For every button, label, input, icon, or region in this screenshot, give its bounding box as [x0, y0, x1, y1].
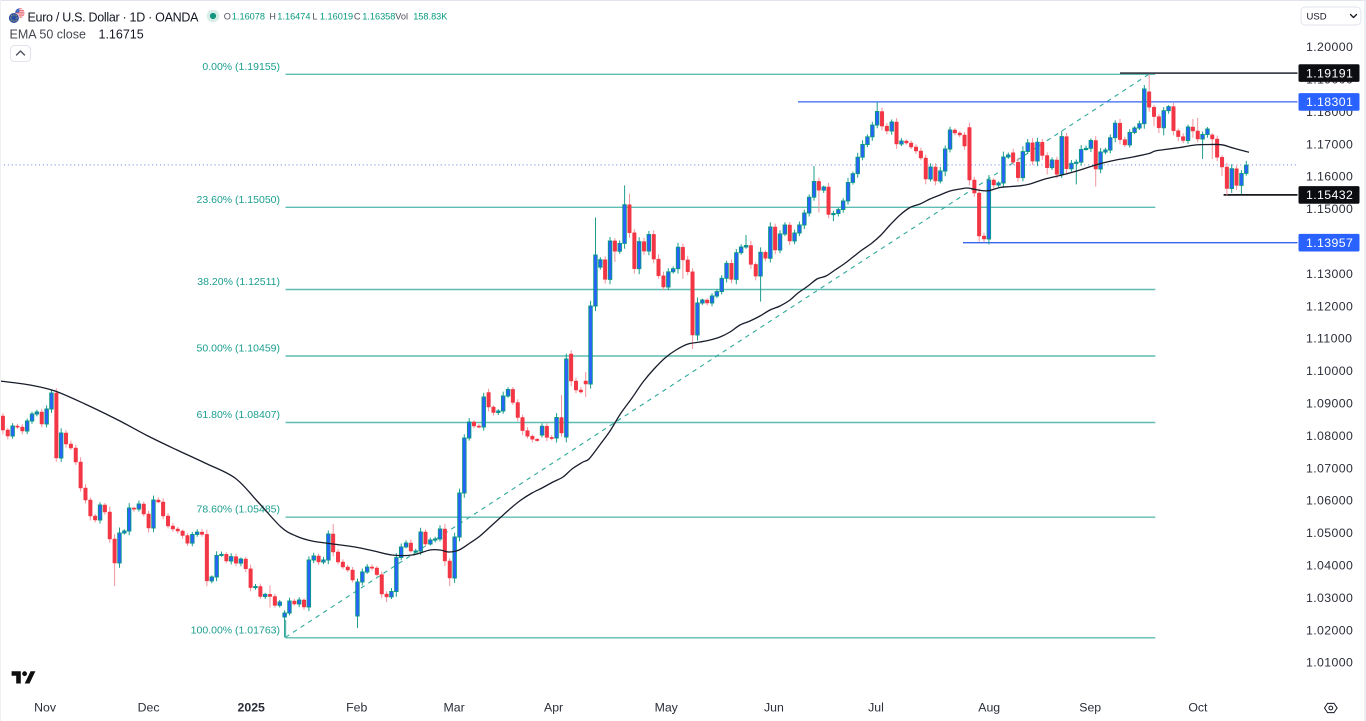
- svg-text:1.16358: 1.16358: [362, 11, 395, 21]
- svg-text:1.05000: 1.05000: [1306, 526, 1353, 540]
- svg-text:Oct: Oct: [1188, 701, 1208, 715]
- svg-text:1.16715: 1.16715: [99, 28, 144, 42]
- svg-text:23.60% (1.15050): 23.60% (1.15050): [197, 194, 280, 206]
- svg-text:1.19191: 1.19191: [1306, 66, 1353, 80]
- svg-text:158.83K: 158.83K: [413, 11, 448, 21]
- svg-text:38.20% (1.12511): 38.20% (1.12511): [197, 276, 280, 288]
- svg-text:Mar: Mar: [444, 701, 465, 715]
- svg-text:Jul: Jul: [868, 701, 884, 715]
- svg-text:1.16000: 1.16000: [1306, 170, 1353, 184]
- svg-text:1.16474: 1.16474: [277, 11, 310, 21]
- svg-text:1.16019: 1.16019: [320, 11, 353, 21]
- svg-text:1.10000: 1.10000: [1306, 364, 1353, 378]
- svg-text:1.11000: 1.11000: [1306, 332, 1352, 346]
- svg-text:1.17000: 1.17000: [1306, 137, 1353, 151]
- svg-text:1.16078: 1.16078: [232, 11, 265, 21]
- svg-text:Dec: Dec: [138, 701, 160, 715]
- svg-text:1.02000: 1.02000: [1306, 623, 1353, 637]
- svg-text:C: C: [354, 11, 361, 21]
- svg-text:Apr: Apr: [544, 701, 563, 715]
- svg-text:Sep: Sep: [1079, 701, 1101, 715]
- svg-text:0.00% (1.19155): 0.00% (1.19155): [202, 61, 280, 73]
- svg-text:1.12000: 1.12000: [1306, 299, 1353, 313]
- svg-text:Vol: Vol: [395, 11, 408, 21]
- svg-text:USD: USD: [1307, 12, 1327, 23]
- svg-text:Jun: Jun: [764, 701, 784, 715]
- svg-text:1.06000: 1.06000: [1306, 494, 1353, 508]
- svg-text:1.08000: 1.08000: [1306, 429, 1353, 443]
- svg-text:O: O: [224, 11, 231, 21]
- svg-text:1.03000: 1.03000: [1306, 591, 1353, 605]
- svg-text:1.13957: 1.13957: [1306, 236, 1353, 250]
- svg-text:1.09000: 1.09000: [1306, 397, 1353, 411]
- svg-text:1.04000: 1.04000: [1306, 559, 1353, 573]
- svg-text:Feb: Feb: [346, 701, 367, 715]
- svg-text:1.18301: 1.18301: [1306, 95, 1353, 109]
- svg-text:EMA 50 close: EMA 50 close: [10, 28, 86, 42]
- svg-text:1.01000: 1.01000: [1306, 656, 1353, 670]
- svg-text:Nov: Nov: [34, 701, 57, 715]
- svg-text:1.07000: 1.07000: [1306, 461, 1353, 475]
- svg-text:50.00% (1.10459): 50.00% (1.10459): [197, 343, 280, 355]
- svg-text:61.80% (1.08407): 61.80% (1.08407): [197, 409, 280, 421]
- svg-text:L: L: [312, 11, 317, 21]
- svg-text:H: H: [269, 11, 276, 21]
- svg-text:1.15432: 1.15432: [1306, 188, 1353, 202]
- svg-text:2025: 2025: [238, 701, 266, 715]
- svg-text:100.00% (1.01763): 100.00% (1.01763): [191, 624, 280, 636]
- svg-text:1.15000: 1.15000: [1306, 202, 1353, 216]
- svg-text:1.20000: 1.20000: [1306, 40, 1353, 54]
- svg-text:78.60% (1.05485): 78.60% (1.05485): [197, 504, 280, 516]
- svg-text:Aug: Aug: [978, 701, 1000, 715]
- svg-text:1.13000: 1.13000: [1306, 267, 1353, 281]
- svg-text:May: May: [655, 701, 679, 715]
- svg-text:Euro / U.S. Dollar · 1D · OAND: Euro / U.S. Dollar · 1D · OANDA: [28, 10, 200, 24]
